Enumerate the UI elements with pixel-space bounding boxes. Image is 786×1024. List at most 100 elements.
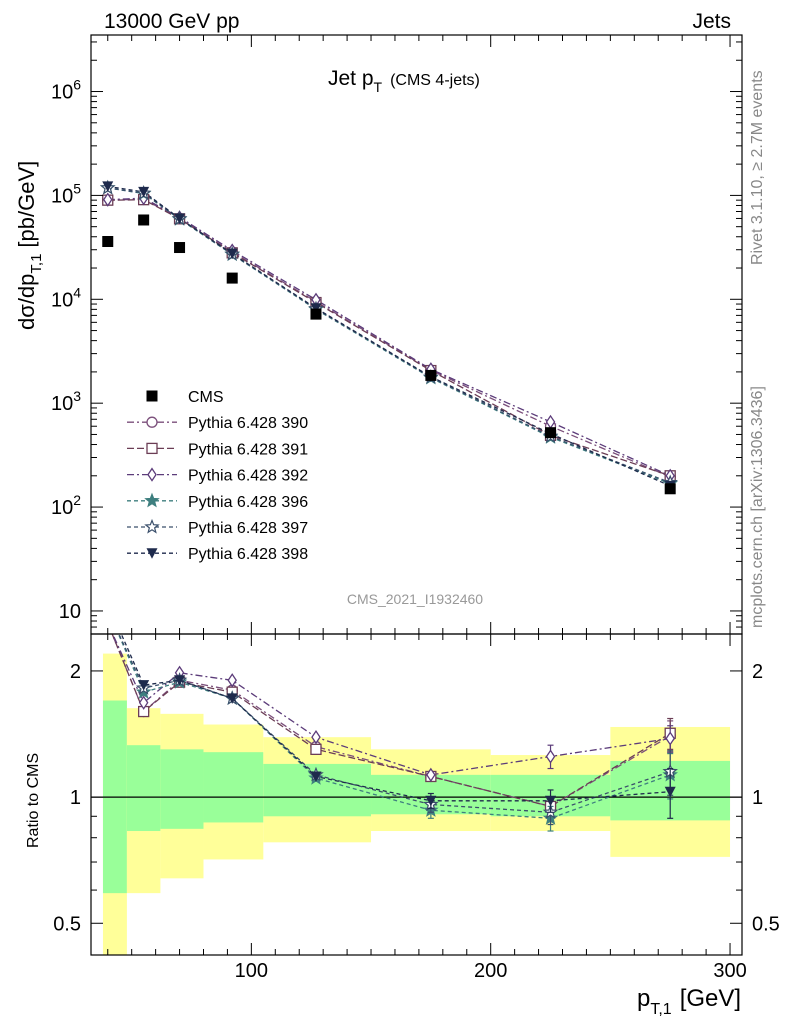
ratio-series-6 — [102, 598, 676, 819]
legend-item-3: Pythia 6.428 392 — [127, 467, 308, 485]
main-point — [310, 303, 322, 314]
main-series-line-1 — [107, 198, 671, 478]
main-series-line-6 — [107, 185, 671, 487]
ratio-panel: 100 200 300 0.5 0.5 1 1 2 2 — [53, 35, 780, 982]
ratio-point — [226, 693, 238, 704]
main-y-axis-label: dσ/dpT,1 [pb/GeV] — [14, 161, 45, 330]
ratio-y-tick-label-right: 0.5 — [752, 913, 780, 935]
x-axis-label-sub: T,1 — [650, 1001, 671, 1018]
main-series-5 — [107, 187, 671, 484]
main-point — [102, 181, 114, 192]
main-point — [102, 236, 114, 248]
ratio-point — [310, 771, 322, 782]
main-series-group — [99, 179, 678, 495]
y-tick-label: 104 — [51, 284, 81, 311]
main-point — [545, 427, 557, 439]
ratio-point — [102, 603, 114, 615]
ratio-point — [426, 767, 436, 783]
legend-label: CMS — [188, 389, 224, 406]
ratio-point — [664, 786, 676, 798]
header-left-label: 13000 GeV pp — [104, 10, 239, 33]
main-point — [138, 186, 150, 198]
header-right-label: Jets — [692, 10, 731, 33]
main-series-markers-0 — [102, 214, 676, 495]
main-series-markers-2 — [102, 194, 676, 482]
main-point — [425, 369, 437, 381]
main-point — [226, 248, 238, 260]
legend-marker — [146, 548, 158, 559]
band-green-3 — [203, 752, 264, 823]
legend-item-0: CMS — [146, 389, 224, 406]
ratio-y-tick-label-right: 2 — [752, 661, 763, 683]
ratio-point — [545, 749, 556, 764]
ratio-series-line-2 — [111, 634, 671, 808]
legend-label: Pythia 6.428 392 — [188, 468, 308, 485]
ratio-point — [138, 680, 150, 691]
ratio-point — [138, 695, 149, 710]
legend: CMS Pythia 6.428 390 Pythia 6.428 391 Pythi… — [127, 389, 308, 563]
legend-item-4: Pythia 6.428 396 — [127, 492, 308, 511]
main-series-line-4 — [107, 187, 671, 485]
main-point — [310, 308, 322, 320]
ratio-point — [311, 729, 321, 745]
legend-marker — [146, 390, 158, 402]
legend-label: Pythia 6.428 398 — [188, 546, 308, 563]
ratio-y-tick-label: 0.5 — [53, 913, 81, 935]
legend-marker — [144, 492, 160, 508]
band-green-1 — [126, 745, 161, 832]
legend-item-5: Pythia 6.428 397 — [127, 518, 308, 537]
ratio-y-tick-label: 1 — [70, 787, 81, 809]
legend-label: Pythia 6.428 390 — [188, 415, 308, 432]
ratio-y-tick-label: 2 — [70, 661, 81, 683]
legend-marker — [144, 518, 160, 534]
main-series-6 — [107, 185, 671, 487]
chart-title-sub: T — [374, 79, 383, 95]
ratio-series-line-3 — [111, 634, 671, 776]
chart-title: Jet pT (CMS 4-jets) — [328, 67, 480, 95]
x-axis-label-main: p — [637, 985, 650, 1012]
legend-marker — [147, 467, 157, 482]
ratio-point — [665, 731, 675, 746]
legend-marker — [146, 416, 158, 428]
y-tick-label: 105 — [51, 180, 81, 207]
ratio-point — [102, 598, 113, 609]
main-y-ticks: 10 102 103 104 105 106 — [51, 41, 742, 635]
x-ticks: 100 200 300 — [107, 35, 747, 982]
band-green-2 — [160, 749, 204, 829]
legend-label: Pythia 6.428 391 — [188, 441, 308, 458]
y-tick-label: 106 — [51, 77, 81, 104]
ratio-point — [174, 675, 186, 686]
uncertainty-bands — [102, 653, 731, 955]
legend-item-6: Pythia 6.428 398 — [127, 546, 308, 563]
ratio-point — [310, 743, 322, 755]
main-point — [138, 214, 150, 226]
y-tick-label: 103 — [51, 388, 81, 415]
main-series-line-3 — [107, 197, 671, 477]
main-series-2 — [107, 199, 671, 477]
ratio-y-axis-label: Ratio to CMS — [25, 753, 42, 848]
ratio-point — [227, 673, 237, 688]
main-series-1 — [107, 198, 671, 478]
main-point — [102, 192, 113, 207]
x-axis-label-unit: [GeV] — [680, 985, 741, 1012]
legend-item-2: Pythia 6.428 391 — [127, 441, 308, 458]
ratio-point — [103, 618, 113, 628]
ratio-series-group — [102, 598, 678, 832]
main-series-line-2 — [107, 199, 671, 477]
y-tick-label: 10 — [59, 601, 81, 623]
main-point — [664, 483, 676, 495]
x-tick-label: 200 — [474, 960, 507, 982]
x-tick-label: 300 — [713, 960, 746, 982]
chart-title-main: Jet p — [328, 67, 374, 90]
ratio-point — [102, 603, 114, 615]
main-series-4 — [107, 187, 671, 485]
chart-title-note: (CMS 4-jets) — [390, 72, 480, 89]
main-panel: CMS Pythia 6.428 390 Pythia 6.428 391 Pythi… — [51, 34, 743, 635]
ratio-point — [104, 617, 112, 629]
main-y-axis-label-unit: [pb/GeV] — [14, 161, 39, 248]
y-tick-label: 102 — [51, 492, 81, 519]
ratio-y-tick-label-right: 1 — [752, 787, 763, 809]
legend-label: Pythia 6.428 396 — [188, 494, 308, 511]
main-point — [174, 242, 186, 254]
